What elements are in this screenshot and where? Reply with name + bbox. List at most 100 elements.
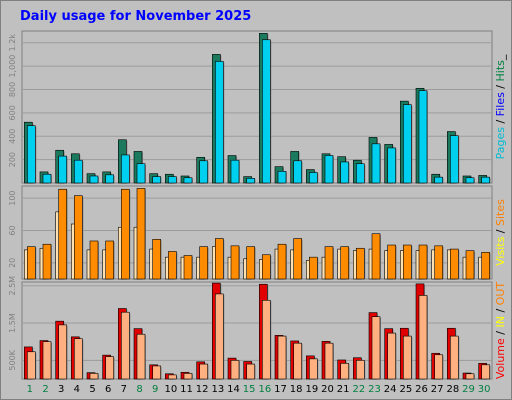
tick-label-hits-2: 600 <box>8 105 17 120</box>
bar-volume-1-8 <box>136 333 146 380</box>
day-label-15: 15 <box>243 384 256 395</box>
bar-volume-1-13 <box>215 293 224 380</box>
bar-visits-1-21 <box>340 246 349 280</box>
bar-volume-1-27 <box>434 354 443 380</box>
day-label-14: 14 <box>227 384 240 395</box>
bar-hits-1-2 <box>42 173 52 184</box>
bar-hits-1-7 <box>121 154 130 184</box>
day-label-4: 4 <box>74 384 80 395</box>
bar-hits-1-29 <box>465 177 475 184</box>
side-label-volume-part-1: / <box>494 328 507 339</box>
bar-visits-1-9 <box>152 239 161 280</box>
bar-volume-1-4 <box>74 338 83 380</box>
bar-hits-1-24 <box>387 147 396 184</box>
day-label-9: 9 <box>152 384 158 395</box>
chart-title: Daily usage for November 2025 <box>20 9 252 24</box>
bar-volume-1-11 <box>183 373 193 380</box>
bar-visits-1-30 <box>481 252 490 280</box>
bar-hits-1-11 <box>183 177 193 184</box>
bar-volume-1-2 <box>42 341 52 380</box>
side-label-hits: Pages / Files / Hits_ <box>494 54 507 159</box>
side-label-visits: Visits / Sites <box>494 199 507 266</box>
bar-visits-1-17 <box>277 243 287 280</box>
tick-label-hits-0: 200 <box>8 152 17 167</box>
bar-visits-1-15 <box>246 246 255 280</box>
bar-volume-1-15 <box>246 363 255 380</box>
bar-visits-1-19 <box>309 256 318 280</box>
bar-visits-1-22 <box>356 247 365 280</box>
bar-hits-1-23 <box>371 143 381 184</box>
day-label-29: 29 <box>462 384 475 395</box>
bar-volume-1-20 <box>324 342 334 380</box>
bar-volume-1-3 <box>58 324 67 380</box>
tick-label-volume-1: 1.5M <box>8 313 17 333</box>
bar-hits-1-30 <box>481 176 490 184</box>
bar-visits-1-3 <box>58 188 67 280</box>
bar-hits-1-13 <box>215 61 224 184</box>
day-label-27: 27 <box>431 384 444 395</box>
day-label-25: 25 <box>399 384 412 395</box>
bar-volume-1-19 <box>309 358 318 380</box>
bar-visits-1-16 <box>262 254 271 280</box>
bar-volume-1-10 <box>168 374 177 380</box>
bar-visits-1-11 <box>183 255 193 280</box>
bar-hits-1-15 <box>246 178 255 184</box>
tick-label-volume-0: 500K <box>8 349 17 370</box>
day-label-12: 12 <box>196 384 209 395</box>
day-label-22: 22 <box>352 384 365 395</box>
bar-hits-1-25 <box>403 104 412 184</box>
side-label-volume-part-0: Volume <box>494 338 507 379</box>
bar-hits-1-16 <box>262 39 271 184</box>
bar-volume-1-18 <box>293 342 302 380</box>
bar-volume-1-16 <box>262 299 271 380</box>
bar-visits-1-20 <box>324 246 334 280</box>
side-label-volume-part-2: IN <box>494 316 507 327</box>
bar-volume-1-22 <box>356 360 365 380</box>
bar-volume-1-28 <box>450 335 459 380</box>
bar-visits-1-13 <box>215 238 224 280</box>
bar-volume-1-26 <box>418 295 428 380</box>
side-label-volume: Volume / IN / OUT <box>494 282 507 380</box>
bar-volume-1-12 <box>199 363 208 380</box>
day-label-20: 20 <box>321 384 334 395</box>
bar-hits-1-6 <box>105 174 114 184</box>
day-label-18: 18 <box>290 384 303 395</box>
day-label-11: 11 <box>180 384 193 395</box>
bar-volume-1-1 <box>27 351 36 380</box>
bar-hits-1-22 <box>356 163 365 184</box>
bar-volume-1-7 <box>121 311 130 380</box>
day-label-28: 28 <box>446 384 459 395</box>
bar-visits-1-1 <box>27 246 36 280</box>
bar-volume-1-14 <box>230 360 240 380</box>
bar-visits-1-6 <box>105 240 114 280</box>
bar-visits-1-7 <box>121 188 130 280</box>
bar-hits-1-17 <box>277 171 287 184</box>
bar-volume-1-17 <box>277 335 287 380</box>
day-label-19: 19 <box>305 384 318 395</box>
tick-label-hits-3: 800 <box>8 82 17 97</box>
bar-volume-1-23 <box>371 316 381 380</box>
bar-visits-1-8 <box>136 188 146 280</box>
bar-hits-1-20 <box>324 155 334 184</box>
bar-hits-1-28 <box>450 135 459 184</box>
bar-hits-1-3 <box>58 155 67 184</box>
bar-visits-1-10 <box>168 251 177 280</box>
bar-hits-1-12 <box>199 160 208 184</box>
bar-volume-1-6 <box>105 356 114 380</box>
bar-visits-1-25 <box>403 244 412 280</box>
side-label-hits-part-5: _ <box>494 54 507 61</box>
bar-visits-1-5 <box>89 240 99 280</box>
side-label-hits-part-0: Pages <box>494 127 507 160</box>
side-label-volume-part-3: / <box>494 305 507 316</box>
bar-visits-1-28 <box>450 248 459 280</box>
side-label-visits-part-2: Sites <box>494 199 507 226</box>
bar-hits-1-5 <box>89 175 99 184</box>
bar-visits-1-12 <box>199 246 208 280</box>
day-label-13: 13 <box>211 384 224 395</box>
bar-visits-1-4 <box>74 195 83 280</box>
bar-volume-1-5 <box>89 373 99 380</box>
bar-hits-1-8 <box>136 163 146 184</box>
day-label-30: 30 <box>478 384 491 395</box>
bar-visits-1-27 <box>434 245 443 280</box>
